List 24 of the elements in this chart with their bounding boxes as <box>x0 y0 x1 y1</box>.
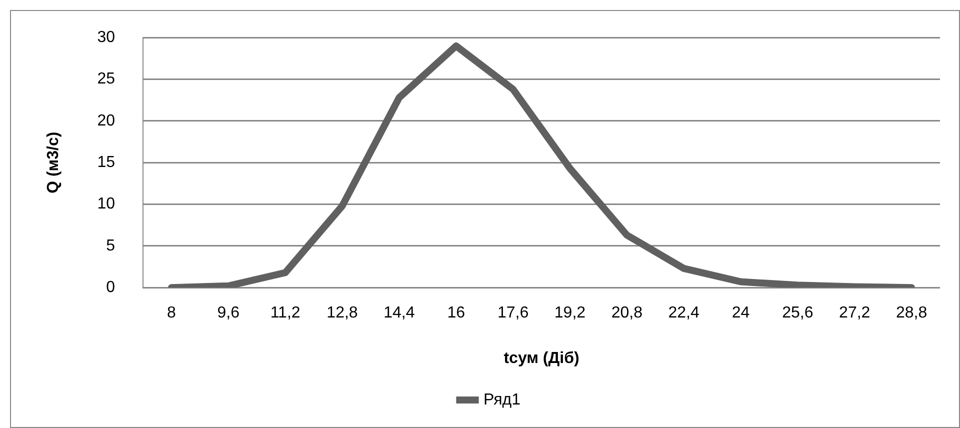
x-tick-label: 17,6 <box>497 304 529 322</box>
y-tick-label: 30 <box>97 29 116 46</box>
x-tick-label: 28,8 <box>896 304 928 322</box>
x-tick-label: 19,2 <box>554 304 586 322</box>
y-tick-label: 0 <box>106 279 116 296</box>
x-axis-title: tсум (Діб) <box>504 350 580 367</box>
x-tick-label: 20,8 <box>611 304 643 322</box>
x-tick-label: 22,4 <box>668 304 700 322</box>
y-tick-label: 25 <box>97 70 116 88</box>
y-tick-label: 20 <box>97 112 116 130</box>
x-tick-label: 25,6 <box>782 304 814 322</box>
x-tick-label: 24 <box>732 304 750 322</box>
x-tick-label: 12,8 <box>326 304 358 322</box>
y-tick-label: 10 <box>97 196 116 213</box>
y-axis-title: Q (м3/с) <box>45 132 62 194</box>
x-tick-label: 9,6 <box>217 304 240 322</box>
x-tick-label: 16 <box>447 304 466 322</box>
x-tick-label: 8 <box>167 304 176 322</box>
legend-label: Ряд1 <box>483 391 521 408</box>
x-tick-label: 27,2 <box>839 304 870 322</box>
y-tick-label: 15 <box>97 154 116 172</box>
y-tick-label: 5 <box>106 237 116 254</box>
x-tick-label: 11,2 <box>270 304 300 322</box>
x-tick-label: 14,4 <box>384 304 415 322</box>
